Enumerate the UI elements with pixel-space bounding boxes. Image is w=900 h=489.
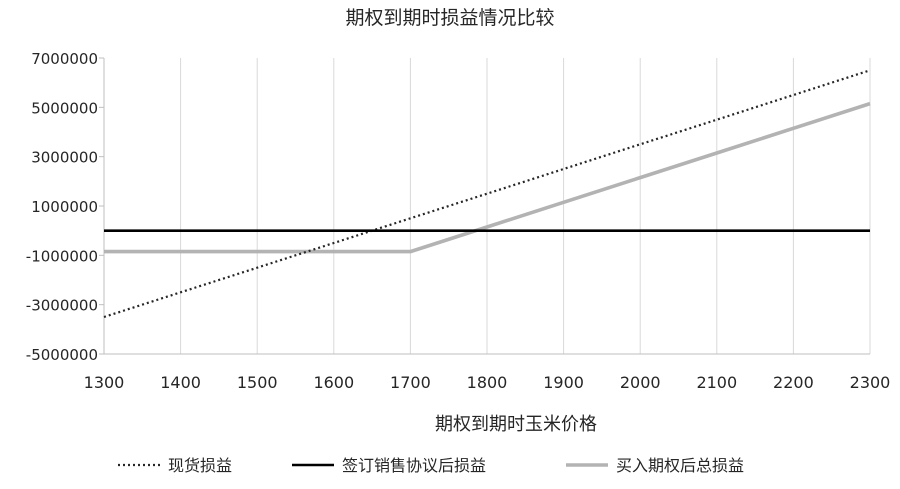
x-tick-label-1800: 1800 bbox=[467, 373, 508, 392]
x-tick-label-2200: 2200 bbox=[773, 373, 814, 392]
legend-label-1: 现货损益 bbox=[168, 456, 232, 475]
x-tick-label-2100: 2100 bbox=[696, 373, 737, 392]
series-lines bbox=[103, 69, 871, 319]
y-tick-label-3000000: 3000000 bbox=[31, 149, 98, 167]
x-axis-label: 期权到期时玉米价格 bbox=[435, 414, 597, 435]
x-tick-label-2000: 2000 bbox=[620, 373, 661, 392]
y-tick-label--3000000: -3000000 bbox=[26, 297, 98, 315]
series-line-3 bbox=[104, 101, 871, 254]
x-tick-label-1600: 1600 bbox=[313, 373, 354, 392]
y-tick-label-7000000: 7000000 bbox=[31, 50, 98, 68]
y-tick-label-1000000: 1000000 bbox=[31, 198, 98, 216]
series-line-1 bbox=[103, 69, 871, 319]
x-tick-label-2300: 2300 bbox=[850, 373, 891, 392]
x-tick-label-1700: 1700 bbox=[390, 373, 431, 392]
grid bbox=[103, 58, 871, 354]
x-tick-label-1900: 1900 bbox=[543, 373, 584, 392]
legend-label-3: 买入期权后总损益 bbox=[616, 456, 744, 475]
legend-label-2: 签订销售协议后损益 bbox=[342, 456, 486, 475]
x-tick-label-1400: 1400 bbox=[160, 373, 201, 392]
y-tick-label-5000000: 5000000 bbox=[31, 99, 98, 117]
x-tick-label-1500: 1500 bbox=[237, 373, 278, 392]
y-tick-label--5000000: -5000000 bbox=[26, 346, 98, 364]
x-tick-labels: 1300 1400 1500 1600 1700 1800 1900 2000 2100 2200… bbox=[84, 373, 891, 392]
legend: 现货损益 签订销售协议后损益 买入期权后总损益 bbox=[118, 456, 744, 475]
chart-title: 期权到期时损益情况比较 bbox=[345, 7, 554, 29]
y-tick-label--1000000: -1000000 bbox=[26, 247, 98, 265]
y-tick-labels: 7000000 5000000 3000000 1000000 -1000000 -300… bbox=[26, 50, 98, 364]
axes bbox=[99, 57, 870, 355]
x-tick-label-1300: 1300 bbox=[84, 373, 125, 392]
